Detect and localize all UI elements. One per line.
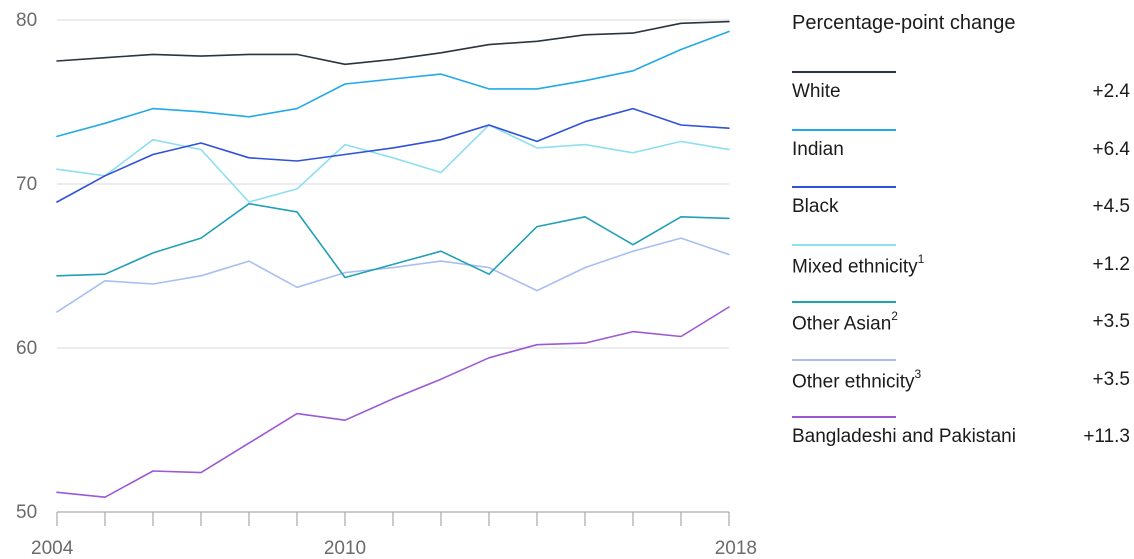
legend-change-value: +2.4	[1092, 81, 1130, 102]
series-line-other-asian	[56, 202, 730, 279]
legend-item-white: White +2.4	[792, 71, 1130, 111]
legend-item-black: Black +4.5	[792, 186, 1130, 226]
series-name: Bangladeshi and Pakistani	[792, 426, 1016, 447]
legend-change-value: +4.5	[1092, 196, 1130, 217]
legend-swatch	[792, 128, 896, 131]
axes: 50 60 70 80 2004 2010 2018	[16, 10, 757, 559]
series-lines	[56, 20, 730, 499]
legend-change-value: +3.5	[1092, 311, 1130, 332]
legend-change-value: +6.4	[1092, 138, 1130, 160]
legend-label: Mixed ethnicity1	[792, 251, 925, 278]
series-name: White	[792, 81, 841, 102]
legend-title: Percentage-point change	[792, 12, 1016, 34]
series-line-other-ethnicity	[56, 237, 730, 313]
legend-swatch	[792, 71, 896, 73]
legend-swatch	[792, 186, 896, 188]
legend-swatch	[792, 243, 896, 246]
legend-item-indian: Indian +6.4	[792, 128, 1130, 169]
y-tick-label: 80	[16, 10, 37, 31]
legend-item-other-asian: Other Asian2 +3.5	[792, 301, 1130, 341]
legend-label: Other ethnicity3	[792, 366, 922, 393]
series-name: Other Asian	[792, 313, 892, 335]
x-tick-label: 2018	[715, 538, 757, 559]
x-tick-label: 2004	[31, 538, 74, 559]
legend-change-value: +1.2	[1092, 253, 1130, 275]
legend-swatch	[792, 358, 896, 361]
legend-label: Indian	[792, 139, 844, 161]
footnote-marker: 1	[917, 251, 925, 266]
y-tick-label: 60	[16, 338, 37, 359]
y-tick-label: 50	[16, 502, 37, 523]
x-tick-label: 2010	[324, 538, 366, 559]
legend-swatch	[792, 301, 896, 303]
series-name: Indian	[792, 138, 844, 160]
series-name: Other ethnicity	[792, 370, 915, 392]
legend-change-value: +11.3	[1083, 426, 1130, 447]
footnote-marker: 2	[891, 309, 898, 323]
line-chart: 50 60 70 80 2004 2010 2018	[16, 10, 757, 559]
legend-item-bangladeshi-and-pakistani: Bangladeshi and Pakistani +11.3	[792, 416, 1130, 456]
footnote-marker: 3	[914, 366, 922, 381]
legend-label: Bangladeshi and Pakistani	[792, 426, 1016, 448]
legend-item-other-ethnicity: Other ethnicity3 +3.5	[792, 358, 1130, 399]
legend-change-value: +3.5	[1092, 368, 1130, 390]
gridlines	[57, 19, 729, 349]
legend-label: Other Asian2	[792, 309, 898, 335]
legend-item-mixed-ethnicity: Mixed ethnicity1 +1.2	[792, 243, 1130, 284]
legend-swatch	[792, 416, 896, 418]
y-tick-label: 70	[16, 174, 37, 195]
series-line-white	[56, 20, 730, 66]
legend-label: Black	[792, 196, 838, 218]
series-line-bangladeshi-and-pakistani	[56, 306, 730, 499]
series-name: Mixed ethnicity	[792, 255, 918, 277]
legend-label: White	[792, 81, 841, 103]
series-line-black	[56, 107, 730, 203]
series-line-indian	[56, 30, 730, 138]
series-name: Black	[792, 196, 839, 217]
series-line-mixed-ethnicity	[56, 124, 730, 203]
